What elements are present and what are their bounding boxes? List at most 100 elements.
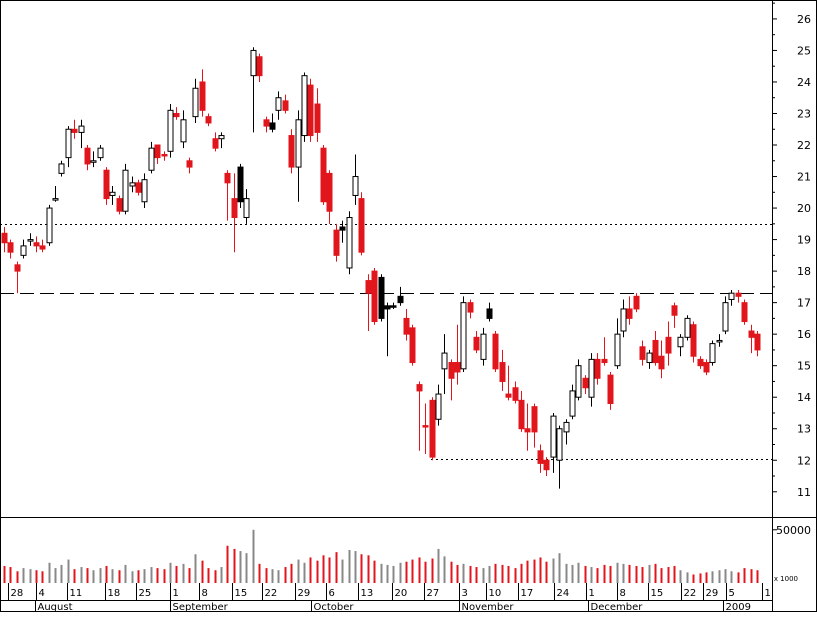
price-tick-label: 17: [797, 297, 811, 310]
candle-body: [288, 135, 295, 168]
x-month-label: November: [462, 602, 515, 613]
candle-body: [205, 116, 212, 124]
volume-tick-label: 50000: [776, 524, 811, 537]
candle-body: [460, 302, 467, 370]
candle-body: [224, 172, 231, 184]
x-month-label: September: [173, 602, 229, 613]
candle-body: [652, 339, 659, 364]
candle-body: [109, 191, 116, 196]
candle-body: [103, 169, 110, 200]
candle-body: [352, 176, 359, 196]
candle-body: [518, 399, 525, 430]
candle-body: [658, 355, 665, 370]
candle-body: [1, 232, 8, 244]
price-tick-label: 12: [797, 454, 811, 467]
candle-body: [512, 387, 519, 401]
candle-body: [180, 119, 187, 143]
candle-body: [690, 324, 697, 357]
candle-body: [326, 172, 333, 212]
x-day-tick-label: 17: [521, 588, 534, 599]
candle-body: [524, 428, 531, 433]
price-tick-label: 16: [797, 328, 811, 341]
candle-body: [467, 302, 474, 313]
candle-body: [594, 358, 601, 379]
candle-body: [505, 393, 512, 398]
candle-body: [735, 292, 742, 297]
candle-body: [531, 406, 538, 433]
candle-body: [218, 135, 225, 140]
candle-body: [282, 100, 289, 111]
candle-body: [122, 169, 129, 212]
candle-body: [78, 125, 85, 133]
x-day-tick-label: 4: [39, 588, 45, 599]
candle-body: [269, 122, 276, 130]
candle-body: [186, 160, 193, 168]
candle-body: [33, 242, 40, 247]
candle-body: [748, 330, 755, 338]
candle-body: [231, 198, 238, 219]
candle-body: [65, 128, 72, 159]
candle-body: [703, 362, 710, 373]
candle-body: [728, 292, 735, 300]
candle-body: [677, 336, 684, 348]
candle-body: [741, 302, 748, 323]
candle-body: [237, 166, 244, 203]
price-tick-label: 15: [797, 360, 811, 373]
candle-body: [97, 147, 104, 159]
candle-body: [473, 336, 480, 351]
candle-body: [275, 97, 282, 111]
candle-body: [563, 421, 570, 433]
candle-body: [20, 245, 27, 256]
candle-body: [697, 358, 704, 367]
candle-body: [154, 144, 161, 159]
candle-body: [722, 302, 729, 332]
candle-body: [639, 346, 646, 360]
candle-body: [620, 308, 627, 332]
candle-body: [435, 393, 442, 420]
candle-body: [633, 295, 640, 310]
candle-body: [250, 49, 257, 77]
price-tick-label: 14: [797, 391, 811, 404]
x-day-tick-label: 18: [108, 588, 121, 599]
x-day-tick-label: 24: [557, 588, 570, 599]
price-tick-label: 20: [797, 202, 811, 215]
candle-body: [27, 239, 34, 242]
x-day-tick-label: 3: [462, 588, 468, 599]
candle-body: [52, 198, 59, 201]
candle-body: [192, 87, 199, 118]
x-day-tick-label: 8: [202, 588, 208, 599]
volume-multiplier-label: x 1000: [774, 575, 798, 583]
candle-body: [307, 84, 314, 137]
x-month-label: August: [38, 602, 73, 613]
candle-body: [409, 327, 416, 364]
candle-body: [46, 207, 53, 244]
candle-body: [397, 295, 404, 304]
candle-body: [378, 276, 385, 319]
candle-body: [422, 425, 429, 428]
x-day-tick-label: 5: [729, 588, 735, 599]
x-day-tick-label: 22: [684, 588, 697, 599]
candle-body: [199, 81, 206, 111]
x-day-tick-label: 13: [361, 588, 374, 599]
candle-body: [671, 305, 678, 316]
x-day-tick-label: 27: [427, 588, 440, 599]
candle-body: [448, 362, 455, 379]
x-month-label: October: [314, 602, 355, 613]
candle-body: [665, 336, 672, 354]
x-month-label: 2009: [726, 602, 751, 613]
candle-body: [371, 270, 378, 323]
candle-body: [320, 147, 327, 203]
candle-body: [7, 242, 14, 253]
x-day-tick-label: 25: [139, 588, 152, 599]
candle-body: [365, 280, 372, 294]
price-tick-label: 19: [797, 234, 811, 247]
candle-body: [480, 333, 487, 360]
candle-body: [754, 333, 761, 351]
x-day-tick-label: 1: [173, 588, 179, 599]
candle-body: [71, 128, 78, 133]
candle-body: [492, 333, 499, 370]
candle-body: [486, 308, 493, 319]
candle-body: [543, 459, 550, 471]
